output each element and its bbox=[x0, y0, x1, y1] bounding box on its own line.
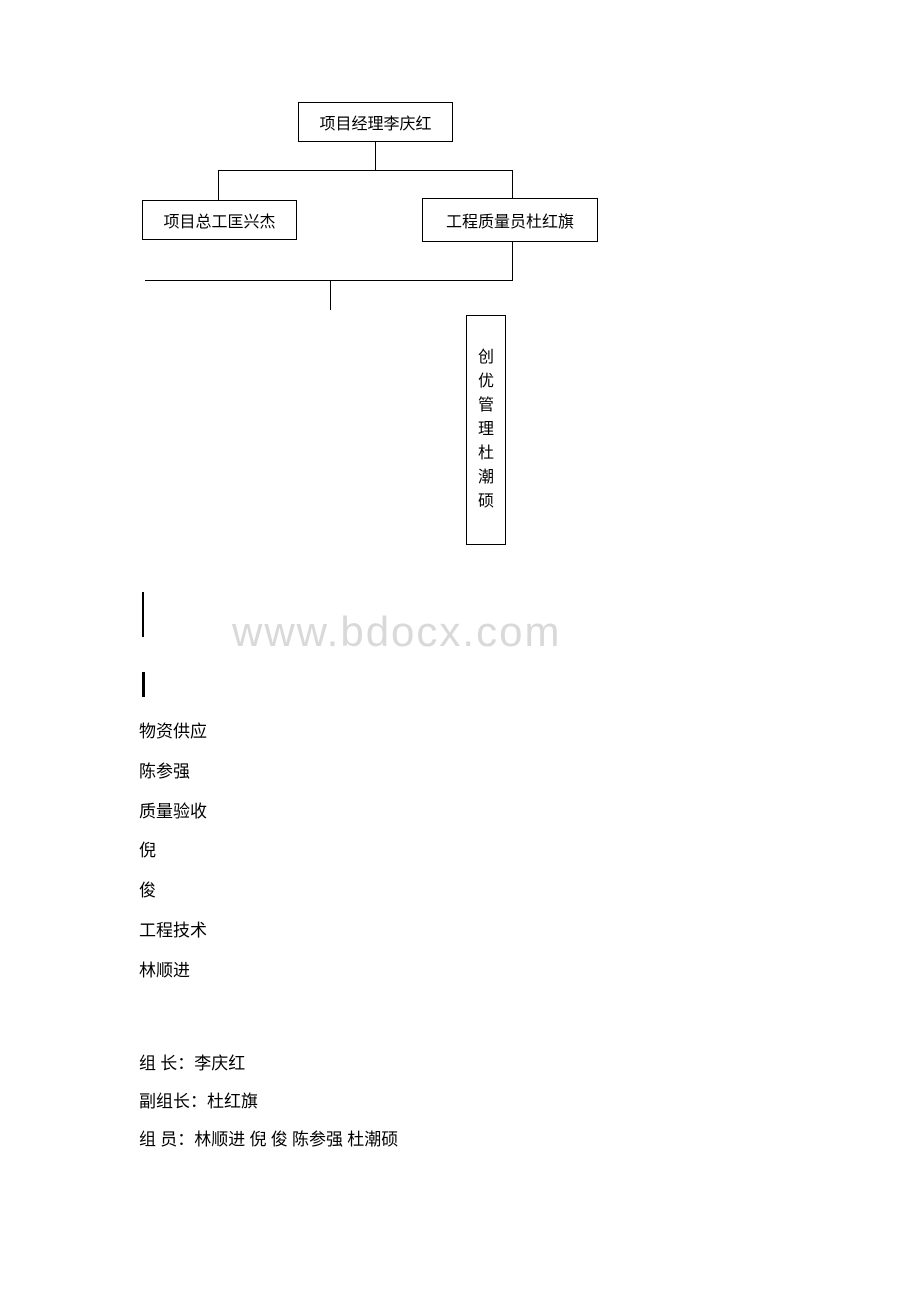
roster-deputy: 副组长：杜红旗 bbox=[139, 1090, 398, 1114]
node-label: 项目总工匡兴杰 bbox=[163, 208, 275, 232]
roster-label: 组 员： bbox=[139, 1130, 194, 1149]
roster-label: 副组长： bbox=[139, 1092, 207, 1111]
char: 潮 bbox=[478, 466, 494, 490]
vertical-text: 创 优 管 理 杜 潮 硕 bbox=[478, 346, 494, 514]
list-item: 工程技术 bbox=[139, 919, 207, 943]
list-item: 倪 bbox=[139, 839, 207, 863]
text-list: 物资供应 陈参强 质量验收 倪 俊 工程技术 林顺进 bbox=[139, 720, 207, 999]
connector-line bbox=[218, 170, 512, 171]
connector-line bbox=[375, 142, 376, 170]
roster-label: 组 长： bbox=[139, 1054, 194, 1073]
node-quality-inspector: 工程质量员杜红旗 bbox=[422, 198, 598, 242]
list-item: 质量验收 bbox=[139, 800, 207, 824]
node-label: 工程质量员杜红旗 bbox=[446, 208, 574, 232]
list-item: 物资供应 bbox=[139, 720, 207, 744]
mark bbox=[142, 672, 145, 697]
roster-value: 杜红旗 bbox=[207, 1092, 258, 1111]
connector-line bbox=[512, 242, 513, 280]
watermark-text: www.bdocx.com bbox=[232, 608, 561, 655]
connector-line bbox=[218, 170, 219, 200]
watermark: www.bdocx.com bbox=[232, 608, 561, 656]
roster-members: 组 员：林顺进 倪 俊 陈参强 杜潮硕 bbox=[139, 1128, 398, 1152]
roster: 组 长：李庆红 副组长：杜红旗 组 员：林顺进 倪 俊 陈参强 杜潮硕 bbox=[139, 1052, 398, 1165]
list-item: 陈参强 bbox=[139, 760, 207, 784]
connector-line bbox=[330, 280, 331, 310]
org-flowchart: 项目经理李庆红 项目总工匡兴杰 工程质量员杜红旗 创 优 管 理 杜 潮 硕 bbox=[0, 0, 920, 560]
char: 杜 bbox=[478, 442, 494, 466]
roster-leader: 组 长：李庆红 bbox=[139, 1052, 398, 1076]
node-excellence-management: 创 优 管 理 杜 潮 硕 bbox=[466, 315, 506, 545]
node-label: 项目经理李庆红 bbox=[319, 110, 431, 134]
char: 理 bbox=[478, 418, 494, 442]
roster-value: 林顺进 倪 俊 陈参强 杜潮硕 bbox=[194, 1130, 398, 1149]
page: 项目经理李庆红 项目总工匡兴杰 工程质量员杜红旗 创 优 管 理 杜 潮 硕 bbox=[0, 0, 920, 1302]
node-chief-engineer: 项目总工匡兴杰 bbox=[142, 200, 297, 240]
connector-line bbox=[145, 280, 513, 281]
char: 硕 bbox=[478, 490, 494, 514]
list-item: 林顺进 bbox=[139, 959, 207, 983]
roster-value: 李庆红 bbox=[194, 1054, 245, 1073]
node-project-manager: 项目经理李庆红 bbox=[298, 102, 453, 142]
char: 管 bbox=[478, 394, 494, 418]
mark bbox=[142, 592, 144, 637]
char: 创 bbox=[478, 346, 494, 370]
char: 优 bbox=[478, 370, 494, 394]
list-item: 俊 bbox=[139, 879, 207, 903]
connector-line bbox=[512, 170, 513, 198]
